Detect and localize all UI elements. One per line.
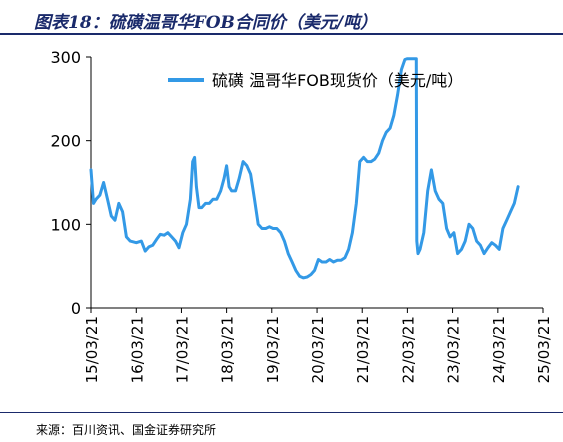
x-tick-label: 25/03/21 <box>535 316 553 383</box>
y-tick-label: 200 <box>50 132 81 151</box>
y-tick-label: 300 <box>50 48 81 67</box>
x-tick-label: 21/03/21 <box>354 316 372 383</box>
x-tick-label: 22/03/21 <box>399 316 417 383</box>
x-tick-label: 19/03/21 <box>264 316 282 383</box>
source-note: 来源：百川资讯、国金证券研究所 <box>36 423 217 437</box>
chart-series <box>89 57 520 280</box>
x-tick-label: 16/03/21 <box>128 316 146 383</box>
line-chart: 0 100 200 300 15/03/21 16/03/21 17/03/21 18/03/… <box>50 48 553 383</box>
figure-title: 图表18：硫磺温哥华FOB合同价（美元/吨） <box>34 13 378 33</box>
y-tick-label: 0 <box>71 299 81 318</box>
series-line <box>89 57 520 280</box>
source-rule <box>0 412 563 413</box>
x-tick-label: 18/03/21 <box>219 316 237 383</box>
legend-label: 硫磺 温哥华FOB现货价（美元/吨） <box>212 71 463 90</box>
x-tick-label: 15/03/21 <box>83 316 101 383</box>
x-tick-label: 23/03/21 <box>445 316 463 383</box>
chart-legend: 硫磺 温哥华FOB现货价（美元/吨） <box>168 71 463 90</box>
x-tick-label: 17/03/21 <box>173 316 191 383</box>
title-rule <box>0 33 563 35</box>
chart-axes: 0 100 200 300 15/03/21 16/03/21 17/03/21 18/03/… <box>50 48 553 383</box>
x-tick-label: 24/03/21 <box>490 316 508 383</box>
x-tick-label: 20/03/21 <box>309 316 327 383</box>
y-tick-label: 100 <box>50 215 81 234</box>
